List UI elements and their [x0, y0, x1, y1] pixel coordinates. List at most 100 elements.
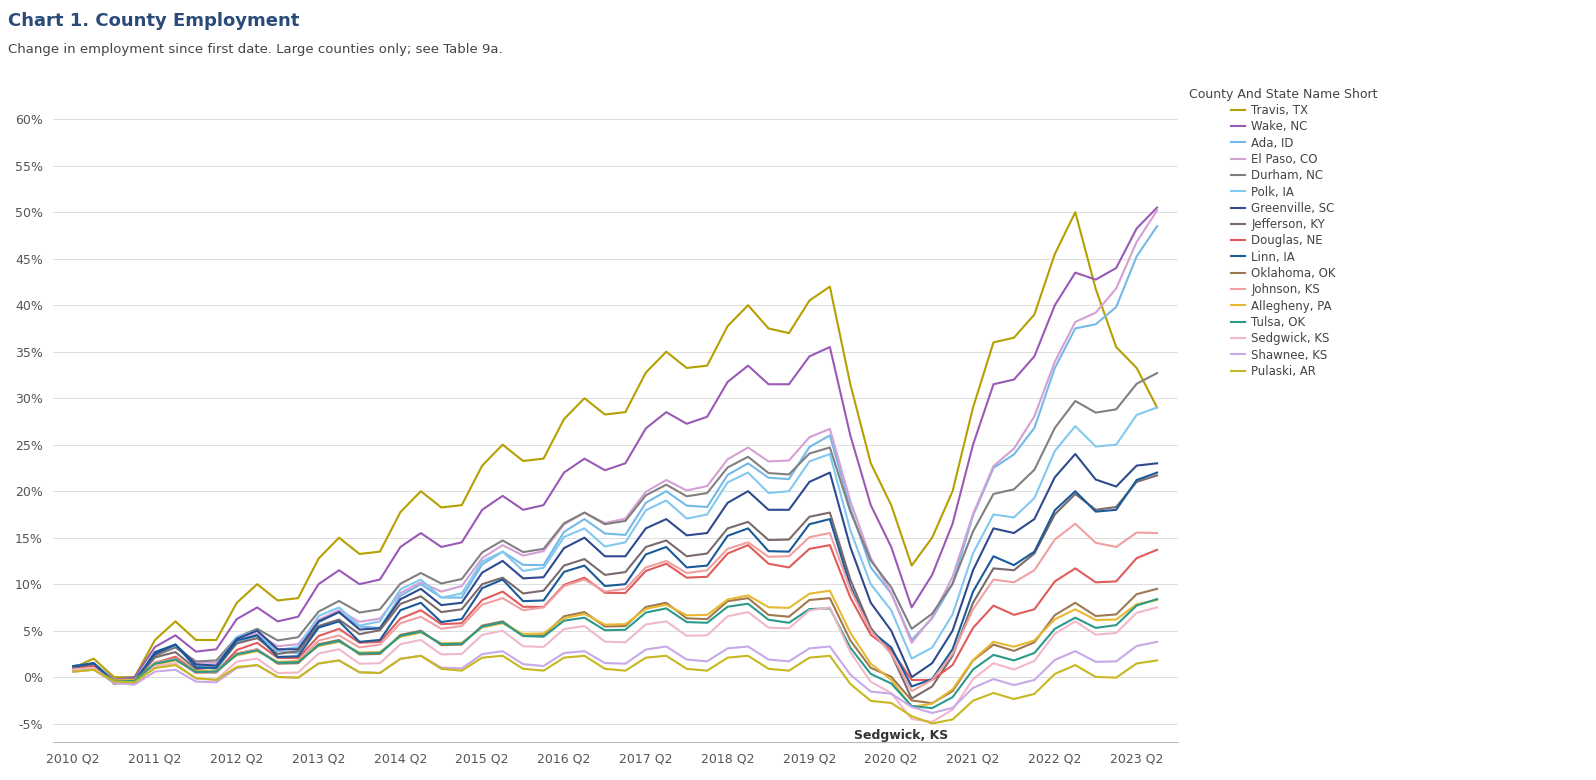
- El Paso, CO: [104, 675, 123, 685]
- Polk, IA: [64, 661, 83, 671]
- Durham, NC: [104, 675, 123, 685]
- Greenville, SC: [677, 530, 696, 540]
- Durham, NC: [718, 463, 737, 472]
- Durham, NC: [820, 443, 839, 452]
- Line: Jefferson, KY: Jefferson, KY: [73, 475, 1157, 699]
- Line: Greenville, SC: Greenville, SC: [73, 454, 1157, 682]
- Ada, ID: [718, 470, 737, 480]
- Wake, NC: [268, 617, 287, 626]
- Linn, IA: [472, 583, 492, 593]
- Tulsa, OK: [1148, 594, 1167, 604]
- Greenville, SC: [739, 487, 758, 496]
- Travis, TX: [493, 440, 512, 449]
- Allegheny, PA: [1148, 595, 1167, 604]
- Shawnee, KS: [656, 642, 675, 651]
- Douglas, NE: [760, 559, 779, 569]
- Line: Johnson, KS: Johnson, KS: [73, 523, 1157, 691]
- Douglas, NE: [64, 665, 83, 675]
- Travis, TX: [820, 282, 839, 291]
- Polk, IA: [268, 645, 287, 654]
- Greenville, SC: [718, 498, 737, 508]
- Greenville, SC: [64, 663, 83, 672]
- Durham, NC: [64, 665, 83, 675]
- Durham, NC: [739, 452, 758, 462]
- Sedgwick, KS: [472, 630, 492, 640]
- El Paso, CO: [268, 642, 287, 651]
- Greenville, SC: [493, 556, 512, 566]
- Jefferson, KY: [1148, 470, 1167, 480]
- Ada, ID: [1148, 222, 1167, 231]
- Travis, TX: [1148, 402, 1167, 412]
- Polk, IA: [493, 547, 512, 556]
- El Paso, CO: [493, 541, 512, 550]
- El Paso, CO: [64, 665, 83, 675]
- Jefferson, KY: [472, 580, 492, 589]
- Allegheny, PA: [718, 595, 737, 604]
- Pulaski, AR: [739, 651, 758, 661]
- Pulaski, AR: [412, 651, 431, 661]
- Durham, NC: [493, 536, 512, 545]
- Oklahoma, OK: [718, 597, 737, 606]
- Text: Chart 1. County Employment: Chart 1. County Employment: [8, 12, 300, 30]
- Travis, TX: [677, 363, 696, 373]
- Pulaski, AR: [718, 653, 737, 662]
- Oklahoma, OK: [1148, 584, 1167, 594]
- Douglas, NE: [718, 549, 737, 558]
- Johnson, KS: [718, 544, 737, 554]
- Sedgwick, KS: [1148, 603, 1167, 612]
- Allegheny, PA: [800, 589, 819, 598]
- Douglas, NE: [739, 541, 758, 550]
- Ada, ID: [268, 646, 287, 655]
- Line: Shawnee, KS: Shawnee, KS: [73, 642, 1157, 713]
- Oklahoma, OK: [656, 598, 675, 608]
- Jefferson, KY: [902, 694, 921, 704]
- Polk, IA: [739, 468, 758, 477]
- El Paso, CO: [1148, 206, 1167, 215]
- Douglas, NE: [493, 587, 512, 596]
- Wake, NC: [739, 361, 758, 370]
- Douglas, NE: [841, 593, 860, 602]
- Jefferson, KY: [697, 549, 717, 558]
- Linn, IA: [697, 561, 717, 570]
- Johnson, KS: [1148, 528, 1167, 537]
- Tulsa, OK: [64, 666, 83, 675]
- Johnson, KS: [1066, 519, 1085, 528]
- Jefferson, KY: [247, 633, 267, 643]
- Pulaski, AR: [677, 664, 696, 673]
- Travis, TX: [64, 663, 83, 672]
- Wake, NC: [104, 675, 123, 684]
- Wake, NC: [64, 663, 83, 672]
- Jefferson, KY: [800, 512, 819, 522]
- El Paso, CO: [739, 443, 758, 452]
- Ada, ID: [739, 459, 758, 468]
- Wake, NC: [1148, 203, 1167, 212]
- Sedgwick, KS: [697, 631, 717, 640]
- Line: Polk, IA: Polk, IA: [73, 407, 1157, 684]
- Allegheny, PA: [820, 586, 839, 595]
- Oklahoma, OK: [697, 615, 717, 624]
- Durham, NC: [268, 636, 287, 645]
- Travis, TX: [104, 672, 123, 682]
- Linn, IA: [718, 531, 737, 541]
- Ada, ID: [64, 663, 83, 672]
- Travis, TX: [1066, 207, 1085, 217]
- Oklahoma, OK: [800, 595, 819, 604]
- Linn, IA: [902, 682, 921, 691]
- Pulaski, AR: [493, 651, 512, 661]
- Legend: Travis, TX, Wake, NC, Ada, ID, El Paso, CO, Durham, NC, Polk, IA, Greenville, SC: Travis, TX, Wake, NC, Ada, ID, El Paso, …: [1186, 84, 1381, 381]
- Shawnee, KS: [718, 644, 737, 653]
- Greenville, SC: [820, 468, 839, 477]
- Sedgwick, KS: [922, 717, 942, 726]
- Greenville, SC: [1066, 449, 1085, 459]
- Linn, IA: [800, 519, 819, 529]
- Shawnee, KS: [800, 644, 819, 653]
- Wake, NC: [677, 419, 696, 428]
- Tulsa, OK: [800, 604, 819, 614]
- Line: Wake, NC: Wake, NC: [73, 207, 1157, 679]
- Sedgwick, KS: [656, 617, 675, 626]
- Wake, NC: [820, 342, 839, 352]
- Johnson, KS: [902, 686, 921, 696]
- Travis, TX: [739, 300, 758, 310]
- Durham, NC: [1148, 368, 1167, 378]
- Allegheny, PA: [902, 702, 921, 711]
